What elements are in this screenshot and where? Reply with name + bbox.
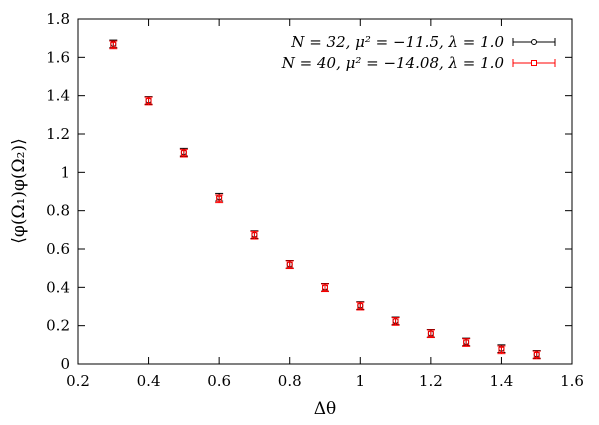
y-tick-label: 1.2 <box>46 125 70 143</box>
y-tick-label: 0 <box>60 355 70 373</box>
x-tick-label: 1.6 <box>560 372 584 390</box>
y-tick-label: 0.4 <box>46 278 70 296</box>
x-tick-label: 1.4 <box>489 372 513 390</box>
axis-ticks: 0.2 0.4 0.6 0.8 1 1.2 1.4 1.600.20.40.60.811.21… <box>46 10 584 390</box>
legend-swatch <box>512 59 556 67</box>
x-tick-label: 0.6 <box>207 372 231 390</box>
series-1 <box>109 39 541 359</box>
data-point <box>180 150 187 157</box>
y-tick-label: 1.8 <box>46 10 70 28</box>
x-tick-label: 0.2 <box>66 372 90 390</box>
data-point <box>145 98 152 105</box>
data-point <box>110 41 117 48</box>
y-axis-label: ⟨φ(Ω₁)φ(Ω₂)⟩ <box>9 138 29 243</box>
series-2 <box>109 40 541 360</box>
data-point <box>216 195 223 202</box>
data-point <box>286 261 293 268</box>
x-tick-label: 0.8 <box>278 372 302 390</box>
data-point <box>357 303 364 310</box>
legend-entry: N = 40, μ² = −14.08, λ = 1.0 <box>281 54 556 72</box>
data-point <box>533 351 540 358</box>
x-tick-label: 1 <box>356 372 366 390</box>
plot-frame <box>77 18 573 365</box>
legend-swatch <box>512 38 556 46</box>
data-point <box>463 339 470 346</box>
y-tick-label: 0.2 <box>46 317 70 335</box>
data-point <box>498 346 505 353</box>
data-point <box>392 318 399 325</box>
y-tick-label: 1.4 <box>46 87 70 105</box>
y-tick-label: 0.6 <box>46 240 70 258</box>
x-axis-label: Δθ <box>314 399 337 419</box>
data-marks <box>109 39 541 360</box>
y-tick-label: 1.6 <box>46 48 70 66</box>
legend-entry: N = 32, μ² = −11.5, λ = 1.0 <box>290 33 556 51</box>
data-point <box>322 284 328 291</box>
x-tick-label: 0.4 <box>137 372 161 390</box>
data-point <box>251 232 258 239</box>
legend: N = 32, μ² = −11.5, λ = 1.0 N = 40, μ² = … <box>281 33 556 72</box>
data-point <box>427 330 434 337</box>
legend-label: N = 40, μ² = −14.08, λ = 1.0 <box>281 54 505 72</box>
y-tick-label: 1 <box>60 163 70 181</box>
x-tick-label: 1.2 <box>419 372 443 390</box>
legend-label: N = 32, μ² = −11.5, λ = 1.0 <box>290 33 504 51</box>
y-tick-label: 0.8 <box>46 202 70 220</box>
